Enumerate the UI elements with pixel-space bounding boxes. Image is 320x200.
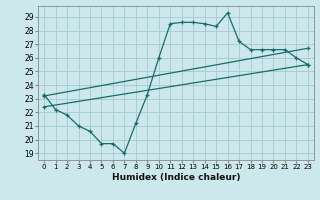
X-axis label: Humidex (Indice chaleur): Humidex (Indice chaleur) (112, 173, 240, 182)
